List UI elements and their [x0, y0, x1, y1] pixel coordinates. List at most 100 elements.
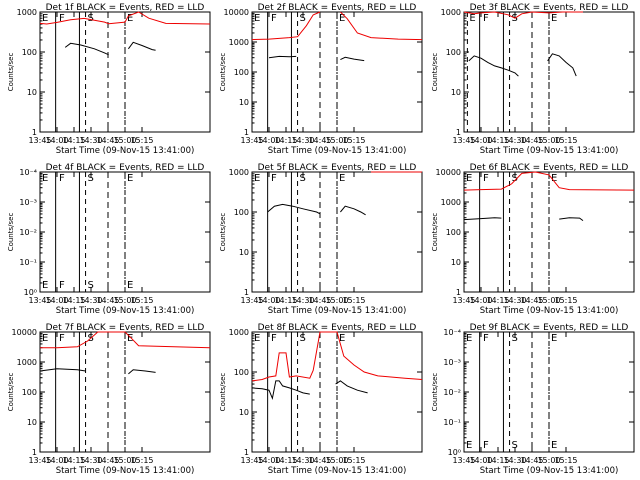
y-tick-label: 10: [239, 98, 249, 107]
lld-series-line: [39, 11, 211, 25]
x-axis-label: Start Time (09-Nov-15 13:41:00): [268, 146, 407, 156]
x-tick-label: 15:00: [325, 456, 348, 465]
x-tick-label: 15:15: [130, 296, 153, 305]
x-axis-label: Start Time (09-Nov-15 13:41:00): [480, 146, 619, 156]
chart-title: Det 2f BLACK = Events, RED = LLD: [258, 3, 417, 13]
x-tick-label: 14:30: [291, 456, 314, 465]
chart-panel-2: Det 2f BLACK = Events, RED = LLD 1 10 100 10…: [219, 3, 423, 156]
x-tick-label: 14:15: [274, 136, 297, 145]
y-tick-label: 1000: [441, 8, 461, 17]
x-tick-label: 13:45: [28, 296, 51, 305]
y-tick-label: 1000: [17, 8, 37, 17]
marker-label-top: E: [127, 333, 133, 344]
x-axis-label: Start Time (09-Nov-15 13:41:00): [56, 466, 195, 476]
events-series-line: [340, 56, 365, 62]
marker-label-top: E: [551, 13, 557, 24]
x-tick-label: 14:00: [469, 456, 492, 465]
marker-label-top: E: [469, 13, 475, 24]
x-tick-label: 15:00: [113, 456, 136, 465]
x-tick-label: 14:15: [486, 296, 509, 305]
x-tick-label: 15:15: [342, 296, 365, 305]
chart-panel-7: Det 7f BLACK = Events, RED = LLD 1 10 100 10…: [7, 323, 211, 476]
x-tick-label: 13:45: [240, 136, 263, 145]
x-tick-label: 14:45: [96, 456, 119, 465]
events-series-line: [127, 41, 156, 51]
marker-label-top: S: [300, 333, 306, 344]
chart-title: Det 8f BLACK = Events, RED = LLD: [258, 323, 417, 333]
x-tick-label: 15:15: [130, 136, 153, 145]
y-tick-label: 10: [239, 248, 249, 257]
y-tick-label: 1000: [229, 38, 249, 47]
marker-label-top: F: [483, 333, 489, 344]
y-tick-label: 10⁻⁴: [443, 328, 461, 337]
marker-label-top: E: [551, 333, 557, 344]
marker-label-top: E: [254, 333, 260, 344]
lld-series-line: [463, 11, 583, 19]
x-tick-label: 14:45: [308, 296, 331, 305]
y-tick-label: 10⁰: [448, 448, 461, 457]
x-axis-label: Start Time (09-Nov-15 13:41:00): [56, 306, 195, 316]
chart-title: Det 6f BLACK = Events, RED = LLD: [470, 163, 629, 173]
x-tick-label: 14:45: [96, 296, 119, 305]
events-series-line: [335, 380, 368, 394]
y-tick-label: 1000: [229, 328, 249, 337]
y-tick-label: 10⁻¹: [443, 418, 461, 427]
events-series-line: [267, 203, 321, 215]
x-axis-label: Start Time (09-Nov-15 13:41:00): [480, 466, 619, 476]
x-tick-label: 14:30: [79, 136, 102, 145]
marker-label-top: F: [271, 13, 277, 24]
marker-label-bottom: S: [88, 280, 94, 291]
marker-label-top: S: [88, 173, 94, 184]
events-series-line: [64, 42, 109, 56]
y-axis-label: Counts/sec: [7, 373, 15, 412]
x-tick-label: 15:15: [554, 136, 577, 145]
y-tick-label: 1: [244, 448, 249, 457]
marker-label-top: S: [300, 13, 306, 24]
lld-series-line: [463, 171, 635, 191]
x-tick-label: 14:00: [45, 456, 68, 465]
chart-panel-4: Det 4f BLACK = Events, RED = LLD 10⁰ 10⁻¹ 1…: [7, 163, 211, 316]
x-tick-label: 14:30: [503, 136, 526, 145]
x-tick-label: 13:45: [28, 456, 51, 465]
y-tick-label: 1000: [17, 358, 37, 367]
x-tick-label: 14:30: [503, 296, 526, 305]
x-tick-label: 14:45: [96, 136, 119, 145]
x-tick-label: 14:30: [79, 296, 102, 305]
y-tick-label: 10000: [436, 168, 461, 177]
marker-label-top: E: [42, 173, 48, 184]
y-tick-label: 1: [456, 128, 461, 137]
x-tick-label: 14:30: [503, 456, 526, 465]
marker-label-bottom: E: [42, 280, 48, 291]
x-tick-label: 13:45: [452, 296, 475, 305]
marker-label-top: E: [127, 173, 133, 184]
events-series-line: [547, 53, 577, 77]
x-axis-label: Start Time (09-Nov-15 13:41:00): [268, 306, 407, 316]
x-axis-label: Start Time (09-Nov-15 13:41:00): [480, 306, 619, 316]
x-axis-label: Start Time (09-Nov-15 13:41:00): [268, 466, 407, 476]
x-tick-label: 14:45: [308, 136, 331, 145]
x-tick-label: 13:45: [452, 456, 475, 465]
marker-label-top: F: [59, 333, 65, 344]
y-tick-label: 100: [234, 68, 249, 77]
marker-label-top: E: [42, 13, 48, 24]
lld-series-line: [340, 11, 423, 41]
chart-title: Det 4f BLACK = Events, RED = LLD: [46, 163, 205, 173]
x-tick-label: 15:00: [325, 136, 348, 145]
y-tick-label: 10000: [224, 8, 249, 17]
marker-label-top: S: [300, 173, 306, 184]
x-tick-label: 14:15: [62, 136, 85, 145]
marker-label-top: E: [254, 13, 260, 24]
x-tick-label: 15:15: [554, 296, 577, 305]
marker-label-top: F: [483, 173, 489, 184]
marker-label-top: S: [512, 173, 518, 184]
y-tick-label: 10⁻²: [19, 228, 37, 237]
chart-title: Det 5f BLACK = Events, RED = LLD: [258, 163, 417, 173]
x-tick-label: 13:45: [28, 136, 51, 145]
x-tick-label: 14:00: [45, 136, 68, 145]
x-tick-label: 14:45: [308, 456, 331, 465]
marker-label-top: F: [59, 173, 65, 184]
x-tick-label: 14:45: [520, 296, 543, 305]
marker-label-top: E: [339, 173, 345, 184]
marker-label-top: E: [466, 173, 472, 184]
